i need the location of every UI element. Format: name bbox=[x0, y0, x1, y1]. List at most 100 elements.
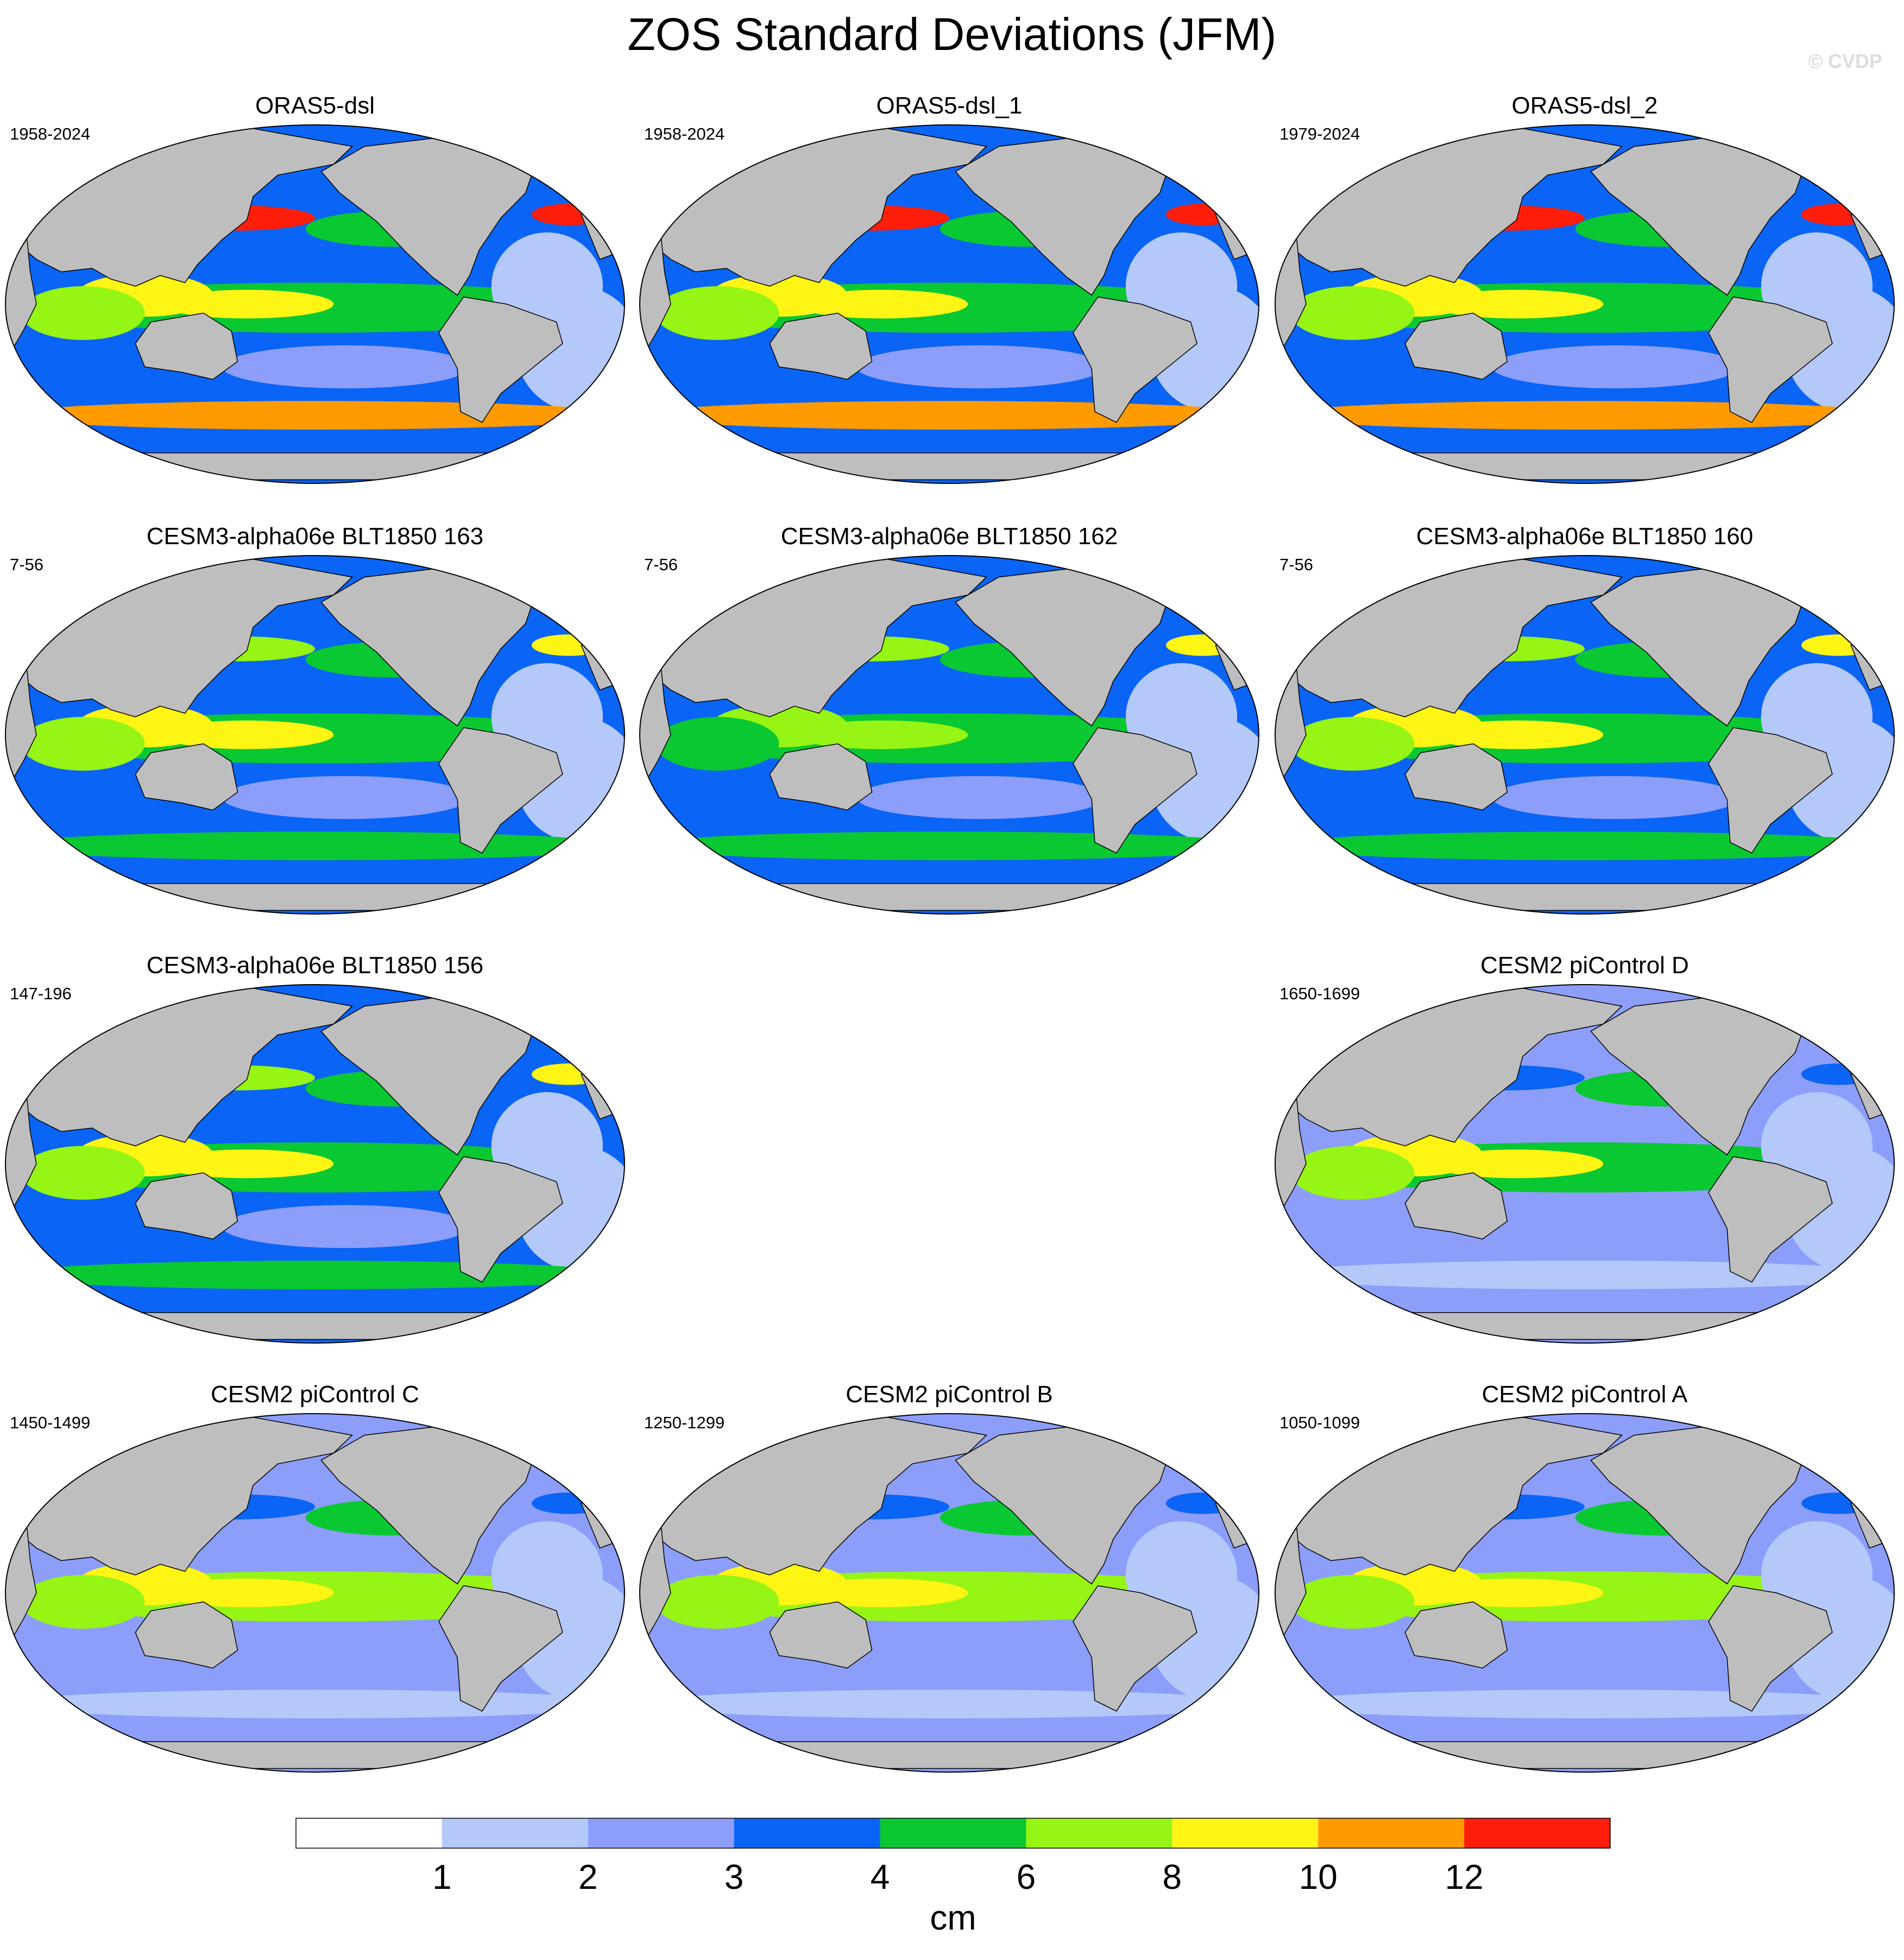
map-panel-cesm2-b: CESM2 piControl B 1250-1299 bbox=[634, 1378, 1264, 1807]
land-australia bbox=[1404, 1172, 1508, 1240]
std-region-southern-ocean-band bbox=[1275, 401, 1894, 430]
land-s-america bbox=[1708, 1156, 1833, 1283]
std-region-south-pacific-gyre bbox=[1492, 345, 1739, 389]
panel-title: CESM3-alpha06e BLT1850 162 bbox=[780, 523, 1118, 550]
std-region-tropical-warm-pool bbox=[160, 720, 334, 749]
colorbar-bin bbox=[1318, 1818, 1465, 1848]
land-antarctica bbox=[98, 1741, 532, 1769]
std-region-gulf-stream bbox=[532, 1063, 606, 1085]
panel-period: 147-196 bbox=[10, 984, 72, 1003]
std-region-south-pacific-gyre bbox=[856, 345, 1104, 389]
std-region-gulf-stream bbox=[1801, 204, 1876, 225]
land-australia bbox=[769, 1601, 873, 1669]
land-s-america bbox=[1073, 727, 1197, 854]
std-region-gulf-stream bbox=[1801, 634, 1876, 656]
std-region-gulf-stream bbox=[532, 204, 606, 225]
land-s-america bbox=[1708, 296, 1833, 423]
std-region-gulf-stream bbox=[1801, 1063, 1876, 1085]
std-region-tropical-warm-pool bbox=[160, 289, 334, 319]
map-cesm2-d bbox=[1275, 984, 1895, 1344]
std-region-gulf-stream bbox=[1166, 1492, 1240, 1514]
land-australia bbox=[1404, 743, 1508, 811]
std-region-southern-ocean-band bbox=[640, 401, 1259, 430]
std-region-indian-ocean bbox=[21, 1575, 145, 1629]
std-region-south-pacific-gyre bbox=[1492, 776, 1739, 820]
land-australia bbox=[1404, 312, 1508, 380]
panel-title: CESM3-alpha06e BLT1850 156 bbox=[146, 952, 484, 979]
std-region-southern-ocean-band bbox=[1275, 1261, 1894, 1289]
std-region-tropical-warm-pool bbox=[1430, 289, 1604, 319]
colorbar-tick-label: 10 bbox=[1299, 1857, 1338, 1896]
std-region-tropical-warm-pool bbox=[795, 720, 968, 749]
colorbar-bin bbox=[1026, 1818, 1172, 1848]
std-region-gulf-stream bbox=[1166, 634, 1240, 656]
land-australia bbox=[135, 1172, 238, 1240]
map-cesm2-b bbox=[639, 1413, 1259, 1773]
panel-title: CESM2 piControl A bbox=[1481, 1381, 1688, 1408]
map-panel-oras5-dsl: ORAS5-dsl 1958-2024 bbox=[0, 90, 630, 519]
std-region-south-pacific-gyre bbox=[856, 1634, 1104, 1678]
panel-title: CESM3-alpha06e BLT1850 160 bbox=[1416, 523, 1754, 550]
land-antarctica bbox=[98, 883, 532, 911]
std-region-gulf-stream bbox=[1801, 1492, 1876, 1514]
land-s-america bbox=[1708, 1585, 1833, 1712]
panel-title: ORAS5-dsl_1 bbox=[876, 92, 1023, 119]
panel-title: CESM2 piControl C bbox=[211, 1381, 419, 1408]
map-panel-cesm2-c: CESM2 piControl C 1450-1499 bbox=[0, 1378, 630, 1807]
colorbar-tick-label: 1 bbox=[432, 1857, 452, 1896]
land-australia bbox=[1404, 1601, 1508, 1669]
panel-period: 1450-1499 bbox=[10, 1413, 91, 1432]
map-outline bbox=[5, 984, 625, 1344]
land-australia bbox=[769, 312, 873, 380]
std-region-tropical-warm-pool bbox=[160, 1578, 334, 1608]
std-region-southern-ocean-band bbox=[640, 831, 1259, 860]
map-panel-cesm3-160: CESM3-alpha06e BLT1850 160 7-56 bbox=[1270, 520, 1900, 949]
colorbar-tick-label: 6 bbox=[1017, 1857, 1036, 1896]
colorbar-tick-label: 8 bbox=[1163, 1857, 1182, 1896]
map-panel-oras5-dsl-1: ORAS5-dsl_1 1958-2024 bbox=[634, 90, 1264, 519]
std-region-indian-ocean bbox=[655, 1575, 779, 1629]
colorbar-tick-label: 3 bbox=[724, 1857, 744, 1896]
panel-period: 7-56 bbox=[1279, 555, 1314, 574]
land-s-america bbox=[438, 727, 563, 854]
panel-period: 1650-1699 bbox=[1279, 984, 1360, 1003]
map-panel-cesm2-d: CESM2 piControl D 1650-1699 bbox=[1270, 949, 1900, 1378]
map-oras5-dsl-1 bbox=[639, 124, 1259, 484]
std-region-indian-ocean bbox=[1290, 1146, 1415, 1200]
cvdp-watermark: © CVDP bbox=[1808, 50, 1882, 72]
land-australia bbox=[769, 743, 873, 811]
map-panel-cesm3-162: CESM3-alpha06e BLT1850 162 7-56 bbox=[634, 520, 1264, 949]
land-s-america bbox=[1073, 296, 1197, 423]
map-panel-oras5-dsl-2: ORAS5-dsl_2 1979-2024 bbox=[1270, 90, 1900, 519]
std-region-south-pacific-gyre bbox=[222, 1634, 470, 1678]
land-australia bbox=[135, 312, 238, 380]
std-region-south-pacific-gyre bbox=[1492, 1205, 1739, 1249]
panel-period: 1979-2024 bbox=[1279, 124, 1360, 143]
std-region-southern-ocean-band bbox=[5, 401, 625, 430]
map-outline bbox=[1275, 1413, 1895, 1773]
std-region-indian-ocean bbox=[1290, 1575, 1415, 1629]
map-panel-cesm3-163: CESM3-alpha06e BLT1850 163 7-56 bbox=[0, 520, 630, 949]
colorbar-tick-label: 12 bbox=[1445, 1857, 1484, 1896]
std-region-south-pacific-gyre bbox=[222, 1205, 470, 1249]
map-outline bbox=[639, 1413, 1259, 1773]
std-region-indian-ocean bbox=[21, 1146, 145, 1200]
panel-title: ORAS5-dsl bbox=[255, 92, 375, 119]
std-region-indian-ocean bbox=[21, 286, 145, 340]
std-region-indian-ocean bbox=[1290, 286, 1415, 340]
land-antarctica bbox=[732, 1741, 1167, 1769]
land-antarctica bbox=[732, 883, 1167, 911]
land-australia bbox=[135, 743, 238, 811]
panel-period: 1050-1099 bbox=[1279, 1413, 1360, 1432]
land-s-america bbox=[438, 296, 563, 423]
land-s-america bbox=[438, 1585, 563, 1712]
panel-period: 1958-2024 bbox=[10, 124, 91, 143]
figure-title: ZOS Standard Deviations (JFM) bbox=[627, 9, 1277, 60]
std-region-gulf-stream bbox=[1166, 204, 1240, 225]
std-region-indian-ocean bbox=[655, 286, 779, 340]
colorbar-bin bbox=[588, 1818, 734, 1848]
colorbar-bin bbox=[880, 1818, 1026, 1848]
std-region-indian-ocean bbox=[1290, 717, 1415, 771]
std-region-southern-ocean-band bbox=[640, 1690, 1259, 1718]
land-antarctica bbox=[1367, 1741, 1802, 1769]
